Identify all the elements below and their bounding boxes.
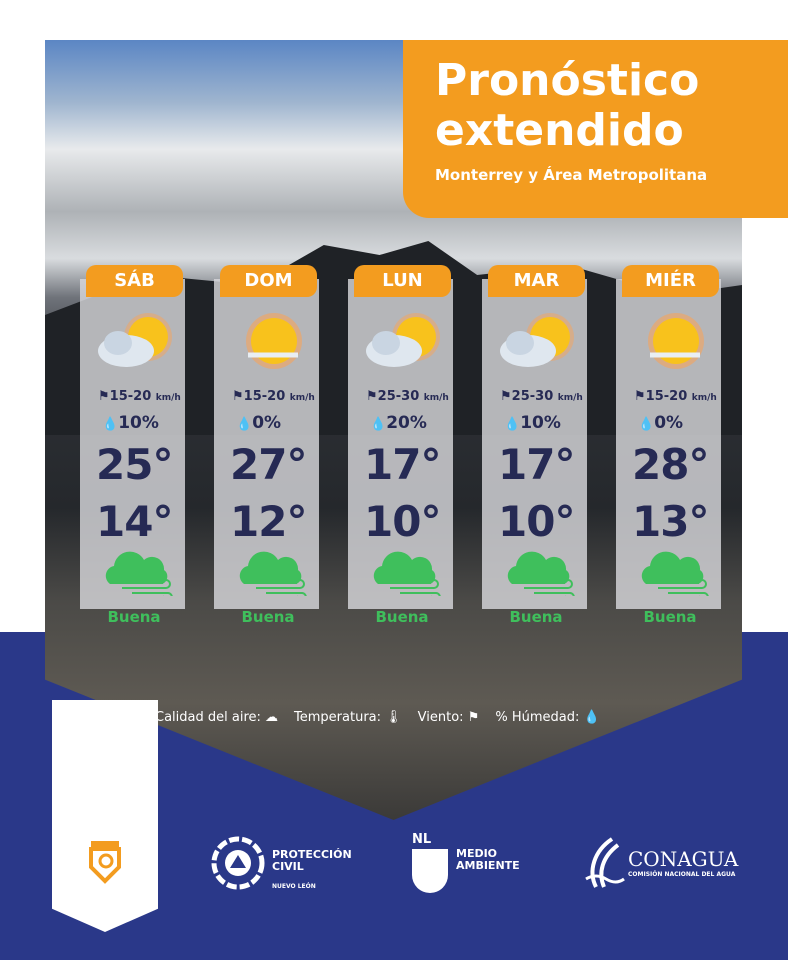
air-quality-cloud-icon: [236, 550, 310, 602]
title-line2: extendido: [435, 105, 684, 156]
legend-wind: Viento: ⚑: [417, 710, 480, 725]
high-temp: 17°: [364, 440, 441, 489]
thermometer-icon: 🌡: [385, 710, 402, 725]
humidity: 💧10%: [504, 413, 561, 433]
humidity: 💧0%: [638, 413, 684, 433]
legend-humidity: % Húmedad: 💧: [495, 710, 600, 725]
legend-air: Calidad del aire: ☁: [155, 710, 279, 725]
cloud-icon: ☁: [265, 710, 279, 725]
legend-temp: Temperatura: 🌡: [294, 710, 402, 725]
forecast-day-1: DOM ⚑15-20 km/h 💧0% 27° 12° Buena: [214, 265, 328, 626]
windsock-icon: ⚑: [500, 389, 512, 404]
day-label: SÁB: [86, 265, 183, 297]
drop-icon: 💧: [236, 417, 253, 432]
partly-cloudy-icon: [92, 307, 178, 377]
white-shield: [52, 700, 158, 932]
air-quality-label: Buena: [375, 608, 429, 626]
drop-icon: 💧: [638, 417, 655, 432]
air-quality-cloud-icon: [638, 550, 712, 602]
wind-speed: ⚑25-30 km/h: [366, 389, 449, 404]
nuevo-leon-logo-icon: [89, 841, 121, 884]
air-quality-label: Buena: [107, 608, 161, 626]
conagua-logo: CONAGUA COMISIÓN NACIONAL DEL AGUA: [582, 835, 738, 895]
subtitle: Monterrey y Área Metropolitana: [435, 166, 708, 184]
low-temp: 10°: [364, 497, 441, 546]
air-quality-label: Buena: [643, 608, 697, 626]
drop-icon: 💧: [102, 417, 119, 432]
day-label: MAR: [488, 265, 585, 297]
windsock-icon: ⚑: [467, 710, 480, 725]
high-temp: 17°: [498, 440, 575, 489]
humidity: 💧20%: [370, 413, 427, 433]
high-temp: 27°: [230, 440, 307, 489]
low-temp: 12°: [230, 497, 307, 546]
legend: Calidad del aire: ☁ Temperatura: 🌡 Vient…: [155, 710, 600, 725]
day-label: MIÉR: [622, 265, 719, 297]
proteccion-civil-emblem-icon: [211, 836, 265, 890]
low-temp: 10°: [498, 497, 575, 546]
drop-icon: 💧: [583, 710, 600, 725]
high-temp: 25°: [96, 440, 173, 489]
windsock-icon: ⚑: [98, 389, 110, 404]
partly-cloudy-icon: [360, 307, 446, 377]
day-label: DOM: [220, 265, 317, 297]
windsock-icon: ⚑: [232, 389, 244, 404]
air-quality-cloud-icon: [504, 550, 578, 602]
shield-logo-icon: [412, 849, 448, 893]
wind-speed: ⚑15-20 km/h: [98, 389, 181, 404]
wind-speed: ⚑15-20 km/h: [232, 389, 315, 404]
conagua-emblem-icon: [585, 837, 625, 888]
medio-ambiente-logo: NL MEDIO AMBIENTE: [412, 832, 520, 893]
air-quality-cloud-icon: [102, 550, 176, 602]
air-quality-label: Buena: [509, 608, 563, 626]
forecast-day-3: MAR ⚑25-30 km/h 💧10% 17° 10° Buena: [482, 265, 596, 626]
air-quality-label: Buena: [241, 608, 295, 626]
drop-icon: 💧: [504, 417, 521, 432]
air-quality-cloud-icon: [370, 550, 444, 602]
title-line1: Pronóstico: [435, 55, 700, 106]
forecast-day-4: MIÉR ⚑15-20 km/h 💧0% 28° 13° Buena: [616, 265, 730, 626]
title-banner: Pronóstico extendido Monterrey y Área Me…: [403, 40, 788, 218]
day-label: LUN: [354, 265, 451, 297]
humidity: 💧0%: [236, 413, 282, 433]
high-temp: 28°: [632, 440, 709, 489]
drop-icon: 💧: [370, 417, 387, 432]
windsock-icon: ⚑: [366, 389, 378, 404]
humidity: 💧10%: [102, 413, 159, 433]
low-temp: 14°: [96, 497, 173, 546]
sun-icon: [628, 307, 714, 377]
windsock-icon: ⚑: [634, 389, 646, 404]
sun-icon: [226, 307, 312, 377]
forecast-day-2: LUN ⚑25-30 km/h 💧20% 17° 10° Buena: [348, 265, 462, 626]
wind-speed: ⚑25-30 km/h: [500, 389, 583, 404]
low-temp: 13°: [632, 497, 709, 546]
partly-cloudy-icon: [494, 307, 580, 377]
forecast-day-0: SÁB ⚑15-20 km/h 💧10% 25° 14° Buena: [80, 265, 194, 626]
wind-speed: ⚑15-20 km/h: [634, 389, 717, 404]
